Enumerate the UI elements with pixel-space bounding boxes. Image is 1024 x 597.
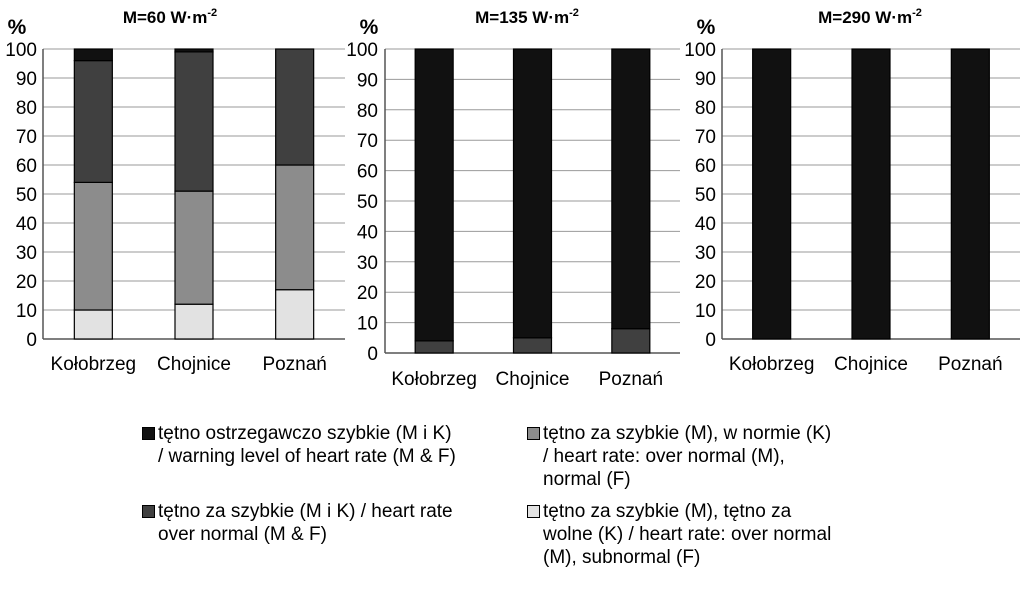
chart1-ytick-label: 60 — [16, 156, 37, 177]
chart3-xtick-label: Kołobrzeg — [729, 354, 815, 375]
chart2-ytick-label: 40 — [357, 222, 378, 243]
chart1-ytick-label: 50 — [16, 185, 37, 206]
chart3-ytick-label: 100 — [684, 40, 716, 61]
chart2-bar-4-2 — [512, 48, 553, 339]
chart3-ytick-label: 30 — [695, 243, 716, 264]
chart2-ytick-label: 30 — [357, 253, 378, 274]
chart1-bar-4-2 — [174, 48, 214, 53]
chart1-ytick-label: 100 — [5, 40, 37, 61]
chart3-ytick-label: 80 — [695, 98, 716, 119]
chart3-ytick-label: 70 — [695, 127, 716, 148]
chart1-ytick-label: 0 — [26, 330, 37, 351]
chart2-ytick-label: 20 — [357, 283, 378, 304]
legend-label-over-normal-normal: tętno za szybkie (M), w normie (K) / hea… — [543, 423, 832, 490]
chart2-title: M=135 W·m-2 — [475, 7, 579, 27]
chart3-title: M=290 W·m-2 — [818, 7, 922, 27]
chart1-ylabel: % — [8, 16, 27, 39]
chart1-bar-1-1 — [73, 309, 113, 340]
chart1-ytick-label: 80 — [16, 98, 37, 119]
chart3-ytick-label: 90 — [695, 69, 716, 90]
chart3-xtick-label: Chojnice — [834, 354, 908, 375]
chart1-bar-3-3 — [275, 48, 315, 166]
chart2-bar-3-2 — [512, 337, 553, 354]
chart3-bar-4-2 — [851, 48, 891, 340]
chart2-bar-3-3 — [611, 328, 651, 354]
chart3-ytick-label: 40 — [695, 214, 716, 235]
chart2-ytick-label: 50 — [357, 192, 378, 213]
chart1-bar-2-3 — [275, 164, 315, 291]
chart1-bar-1-2 — [174, 303, 214, 340]
chart2-bar-4-3 — [611, 48, 651, 330]
chart2-xtick-label: Kołobrzeg — [391, 369, 477, 390]
legend-item-over-normal-normal: tętno za szybkie (M), w normie (K) / hea… — [527, 422, 831, 491]
legend-swatch-warning — [142, 427, 155, 440]
chart1-ytick-label: 70 — [16, 127, 37, 148]
chart2-bar-4-1 — [414, 48, 454, 342]
legend-swatch-over-normal — [142, 505, 155, 518]
chart2-ytick-label: 100 — [346, 40, 378, 61]
chart1-ytick-label: 90 — [16, 69, 37, 90]
chart2-ytick-label: 80 — [357, 101, 378, 122]
chart1-bar-2-1 — [73, 181, 113, 311]
chart1-ytick-label: 30 — [16, 243, 37, 264]
chart3-ylabel: % — [697, 16, 716, 39]
chart3-bar-4-1 — [752, 48, 792, 340]
chart3-xtick-label: Poznań — [938, 354, 1002, 375]
legend-item-warning: tętno ostrzegawczo szybkie (M i K) / war… — [142, 422, 456, 468]
chart1-bar-2-2 — [174, 190, 214, 305]
chart1-bar-4-1 — [73, 48, 113, 62]
chart2-bar-3-1 — [414, 340, 454, 354]
chart1-ytick-label: 10 — [16, 301, 37, 322]
chart1-xtick-label: Kołobrzeg — [51, 354, 137, 375]
chart1-ytick-label: 20 — [16, 272, 37, 293]
chart1-ytick-label: 40 — [16, 214, 37, 235]
legend-label-warning: tętno ostrzegawczo szybkie (M i K) / war… — [158, 423, 456, 467]
chart3-ytick-label: 0 — [705, 330, 716, 351]
legend-item-over-normal: tętno za szybkie (M i K) / heart rate ov… — [142, 500, 453, 546]
chart3-ytick-label: 10 — [695, 301, 716, 322]
chart1-bar-1-3 — [275, 289, 315, 340]
chart3-ytick-label: 60 — [695, 156, 716, 177]
legend-swatch-over-normal-normal — [527, 427, 540, 440]
chart2-xtick-label: Chojnice — [496, 369, 570, 390]
chart1-xtick-label: Poznań — [262, 354, 326, 375]
legend-label-over-normal: tętno za szybkie (M i K) / heart rate ov… — [158, 501, 453, 545]
legend-swatch-over-normal-subnormal — [527, 505, 540, 518]
chart2-ytick-label: 60 — [357, 162, 378, 183]
chart2-xtick-label: Poznań — [599, 369, 663, 390]
chart2-ytick-label: 0 — [367, 344, 378, 365]
chart3-bar-4-3 — [950, 48, 990, 340]
chart3-ytick-label: 50 — [695, 185, 716, 206]
chart1-bar-3-1 — [73, 59, 113, 184]
chart2-ylabel: % — [360, 16, 379, 39]
chart2-ytick-label: 90 — [357, 70, 378, 91]
legend-label-over-normal-subnormal: tętno za szybkie (M), tętno za wolne (K)… — [543, 501, 832, 568]
chart1-bar-3-2 — [174, 51, 214, 192]
chart2-ytick-label: 10 — [357, 314, 378, 335]
chart2-ytick-label: 70 — [357, 131, 378, 152]
chart1-xtick-label: Chojnice — [157, 354, 231, 375]
legend-item-over-normal-subnormal: tętno za szybkie (M), tętno za wolne (K)… — [527, 500, 831, 569]
chart3-ytick-label: 20 — [695, 272, 716, 293]
chart1-title: M=60 W·m-2 — [123, 7, 217, 27]
